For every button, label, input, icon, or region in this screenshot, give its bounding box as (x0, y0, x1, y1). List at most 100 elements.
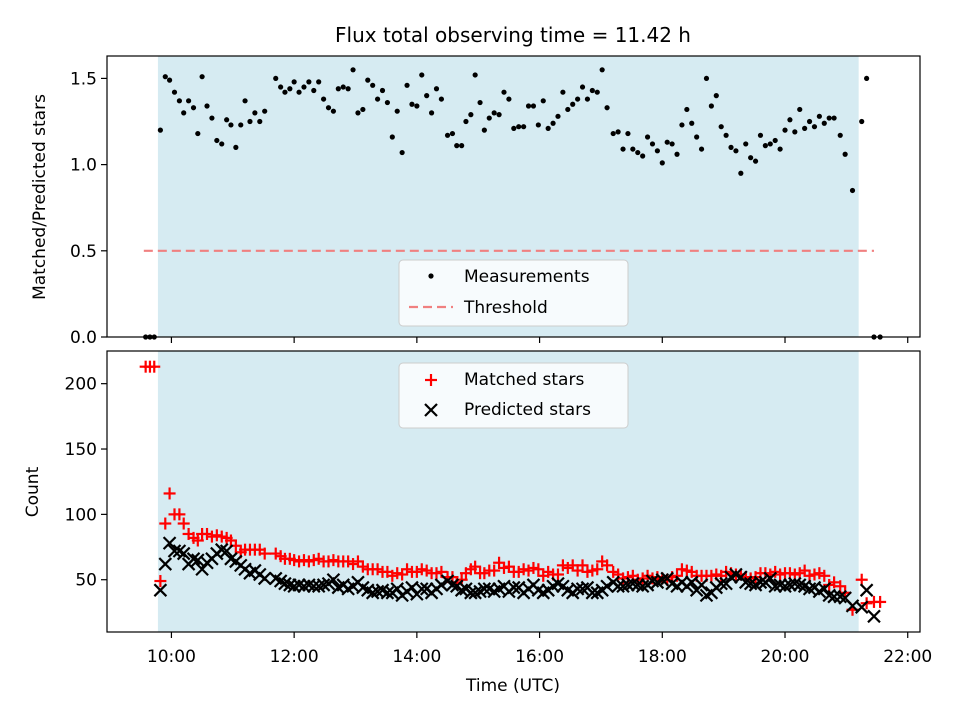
measurement-point (811, 124, 818, 130)
matched-star-point (601, 559, 614, 572)
bottom-plot-frame (106, 350, 921, 633)
predicted-star-point (635, 579, 650, 594)
predicted-star-point (365, 586, 380, 600)
measurement-point (414, 103, 420, 109)
measurement-point (530, 103, 537, 109)
measurement-point (195, 130, 201, 137)
measurement-point (777, 146, 783, 152)
measurement-point (335, 86, 341, 92)
measurement-point (550, 120, 556, 126)
measurement-point (325, 105, 332, 111)
predicted-star-point (763, 571, 778, 586)
predicted-star-point (575, 582, 590, 596)
measurement-point (772, 137, 778, 144)
matched-star-point (258, 547, 271, 560)
measurement-point (792, 129, 798, 135)
measurement-point (291, 79, 297, 85)
bottom-y-tick-label: 100 (65, 505, 97, 525)
measurement-point (384, 99, 391, 106)
legend-matched-label: Matched stars (464, 370, 584, 390)
measurement-point (428, 110, 435, 116)
bottom-x-tick-label: 14:00 (392, 647, 441, 667)
bottom-x-tick-label: 10:00 (147, 647, 196, 667)
measurement-point (242, 98, 248, 104)
measurement-point (694, 134, 700, 140)
matched-star-point (469, 560, 482, 573)
predicted-star-point (621, 578, 635, 592)
measurement-point (454, 143, 460, 149)
measurement-point (472, 72, 478, 78)
measurement-point (654, 148, 660, 154)
matched-star-point (874, 595, 887, 608)
predicted-star-point (827, 589, 841, 604)
measurement-point (816, 113, 822, 119)
predicted-star-point (738, 575, 753, 590)
bottom-y-tick-label: 150 (65, 440, 97, 460)
measurement-point (689, 120, 695, 126)
measurement-point (176, 98, 183, 104)
predicted-star-point (768, 579, 782, 594)
measurement-point (273, 75, 279, 82)
top-y-axis-label: Matched/Predicted stars (30, 94, 50, 300)
predicted-star-point (414, 582, 429, 596)
measurement-point (837, 132, 843, 138)
bottom-y-tick-label: 50 (75, 571, 97, 591)
measurement-point (659, 160, 665, 166)
top-y-tick-label: 1.5 (70, 69, 97, 89)
predicted-star-point (802, 582, 817, 596)
matched-star-point (173, 508, 186, 521)
measurement-point (496, 112, 502, 118)
top-y-tick-label: 1.0 (70, 156, 97, 176)
bottom-legend-box (398, 362, 629, 429)
measurement-point (748, 155, 754, 161)
top-legend: Measurements Threshold (398, 259, 629, 327)
predicted-star-point (390, 582, 405, 596)
measurement-point (787, 117, 793, 123)
measurement-point (516, 124, 522, 130)
predicted-star-point (630, 578, 645, 592)
measurement-point (620, 146, 626, 152)
measurement-point (859, 118, 865, 125)
count-panel: 50 100 150 200 10:00 12:00 14:00 16:00 18:00 20:… (23, 350, 932, 696)
measurement-point (594, 89, 600, 95)
predicted-star-point (585, 586, 600, 600)
measurement-point (481, 127, 487, 133)
legend-threshold-label: Threshold (463, 298, 548, 318)
measurement-point (219, 141, 225, 147)
measurement-point (506, 96, 512, 102)
measurement-point (599, 67, 605, 73)
predicted-star-point (854, 600, 869, 614)
measurement-point (282, 89, 288, 95)
predicted-star-point (477, 582, 492, 596)
predicted-star-point (694, 578, 709, 592)
measurement-point (345, 86, 351, 92)
chart-title: Flux total observing time = 11.42 h (335, 23, 691, 47)
measurement-point (350, 67, 356, 73)
predicted-star-point (859, 583, 874, 597)
measurement-point (320, 96, 327, 102)
measurement-point (262, 108, 268, 114)
measurement-point (228, 122, 234, 128)
matched-star-point (163, 487, 176, 500)
measurement-point (713, 93, 719, 99)
bottom-y-ticks: 50 100 150 200 (65, 375, 107, 591)
measurement-point (501, 89, 507, 95)
measurement-point (247, 118, 253, 125)
predicted-star-point (326, 572, 341, 587)
measurement-point (238, 122, 244, 128)
measurement-point (389, 134, 395, 140)
measurement-point (545, 125, 551, 132)
measurement-point (157, 127, 163, 133)
measurement-point (842, 151, 848, 157)
measurement-point (782, 127, 788, 133)
measurement-point (762, 143, 768, 149)
measurement-point (199, 74, 205, 80)
measurement-point (186, 98, 192, 104)
measurement-point (287, 86, 293, 92)
measurement-points (143, 67, 883, 340)
predicted-star-point (158, 557, 173, 571)
measurement-point (379, 87, 386, 94)
measurement-point (864, 75, 870, 82)
predicted-star-point (176, 546, 191, 561)
